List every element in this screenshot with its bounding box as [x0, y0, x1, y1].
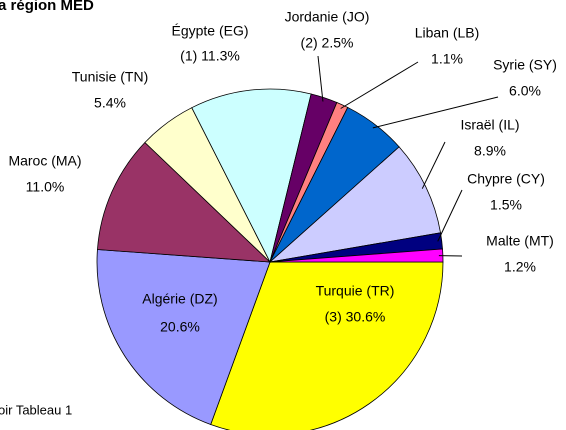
value-label: 20.6%: [160, 319, 200, 335]
category-label: Turquie (TR): [316, 283, 395, 299]
value-label: 1.1%: [431, 51, 463, 67]
category-label: Liban (LB): [415, 25, 480, 41]
leader-line: [340, 61, 419, 109]
value-label: 11.0%: [26, 179, 65, 195]
pie-slice: [96, 249, 271, 426]
value-label: (1) 11.3%: [180, 48, 240, 64]
category-label: Jordanie (JO): [285, 9, 370, 25]
leader-line: [372, 96, 499, 129]
pie-slice: [268, 146, 441, 263]
leader-line: [437, 189, 463, 242]
category-label: Algérie (DZ): [142, 291, 217, 307]
category-label: Maroc (MA): [8, 153, 81, 169]
pie-slice: [191, 88, 312, 264]
value-label: 8.9%: [474, 143, 506, 159]
pie-slice: [97, 141, 272, 263]
category-label: Israël (IL): [460, 117, 519, 133]
category-label: Tunisie (TN): [72, 69, 149, 85]
category-label: Égypte (EG): [171, 23, 248, 39]
value-label: (2) 2.5%: [301, 35, 354, 51]
value-label: 1.2%: [504, 259, 536, 275]
category-label: Syrie (SY): [493, 57, 557, 73]
note: oir Tableau 1: [0, 402, 72, 417]
chart-title: a région MED: [0, 0, 94, 14]
leader-line: [421, 141, 446, 189]
category-label: Chypre (CY): [467, 171, 545, 187]
value-label: 6.0%: [509, 83, 541, 99]
pie-slice: [210, 261, 444, 430]
value-label: 5.4%: [94, 95, 126, 111]
value-label: (3) 30.6%: [325, 309, 386, 325]
value-label: 1.5%: [490, 197, 522, 213]
leader-line: [317, 55, 324, 102]
category-label: Malte (MT): [486, 233, 554, 249]
